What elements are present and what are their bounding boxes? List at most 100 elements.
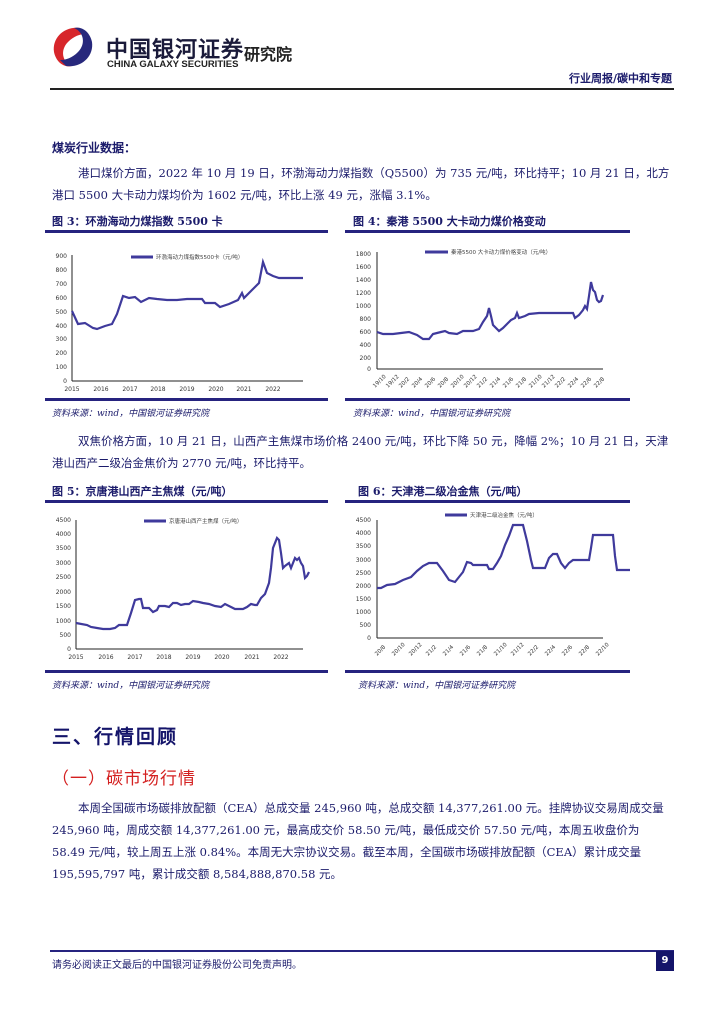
brand-name-cn: 中国银河证券 bbox=[106, 38, 245, 63]
svg-text:22/4: 22/4 bbox=[544, 644, 557, 657]
institute-label: 研究院 bbox=[244, 45, 293, 64]
svg-text:20/8: 20/8 bbox=[374, 644, 387, 657]
svg-text:20/12: 20/12 bbox=[408, 642, 423, 657]
section-heading-market-review: 三、行情回顾 bbox=[52, 726, 179, 748]
svg-text:2016: 2016 bbox=[93, 386, 108, 393]
svg-text:1000: 1000 bbox=[356, 609, 371, 616]
svg-text:1500: 1500 bbox=[356, 596, 371, 603]
svg-text:0: 0 bbox=[63, 378, 67, 385]
report-tag: 行业周报/碳中和专题 bbox=[568, 72, 672, 85]
fig6-bottom-rule bbox=[345, 670, 630, 673]
svg-text:21/6: 21/6 bbox=[459, 644, 472, 657]
svg-text:20/12: 20/12 bbox=[463, 374, 478, 389]
svg-text:22/6: 22/6 bbox=[561, 644, 574, 657]
svg-text:秦港5500 大卡动力煤价格变动（元/吨）: 秦港5500 大卡动力煤价格变动（元/吨） bbox=[451, 248, 551, 256]
svg-text:21/8: 21/8 bbox=[515, 376, 528, 389]
svg-text:4500: 4500 bbox=[356, 517, 371, 524]
svg-text:20/10: 20/10 bbox=[391, 642, 407, 658]
fig5-bottom-rule bbox=[45, 670, 328, 673]
fig6-title: 图 6：天津港二级冶金焦（元/吨） bbox=[358, 485, 528, 498]
coal-paragraph: 港口煤价方面，2022 年 10 月 19 日，环渤海动力煤指数（Q5500）为… bbox=[52, 166, 670, 202]
svg-text:21/6: 21/6 bbox=[502, 376, 515, 389]
svg-text:800: 800 bbox=[56, 267, 68, 274]
disclaimer-text: 请务必阅读正文最后的中国银河证券股份公司免责声明。 bbox=[52, 960, 302, 971]
coal-section-title: 煤炭行业数据： bbox=[52, 141, 137, 155]
fig4-title: 图 4：秦港 5500 大卡动力煤价格变动 bbox=[353, 215, 546, 228]
svg-text:1200: 1200 bbox=[356, 290, 371, 297]
svg-text:4500: 4500 bbox=[56, 517, 71, 524]
svg-text:0: 0 bbox=[367, 366, 371, 373]
svg-text:2017: 2017 bbox=[127, 654, 142, 661]
page-number: 9 bbox=[656, 951, 674, 971]
coke-paragraph: 双焦价格方面，10 月 21 日，山西产主焦煤市场价格 2400 元/吨，环比下… bbox=[52, 434, 669, 470]
svg-text:2020: 2020 bbox=[214, 654, 229, 661]
svg-text:2020: 2020 bbox=[208, 386, 223, 393]
svg-text:20/6: 20/6 bbox=[424, 376, 437, 389]
svg-text:20/8: 20/8 bbox=[437, 376, 450, 389]
fig4-source: 资料来源：wind，中国银河证券研究院 bbox=[353, 409, 511, 419]
svg-text:3500: 3500 bbox=[56, 545, 71, 552]
svg-text:2019: 2019 bbox=[179, 386, 194, 393]
svg-text:2016: 2016 bbox=[98, 654, 113, 661]
svg-text:1800: 1800 bbox=[356, 251, 371, 258]
svg-text:400: 400 bbox=[360, 342, 372, 349]
svg-text:19/12: 19/12 bbox=[385, 374, 400, 389]
svg-text:20/4: 20/4 bbox=[411, 376, 424, 389]
svg-text:600: 600 bbox=[360, 329, 372, 336]
svg-text:300: 300 bbox=[56, 336, 68, 343]
fig3-top-rule bbox=[45, 230, 328, 233]
svg-text:2500: 2500 bbox=[356, 570, 371, 577]
header-divider bbox=[50, 88, 674, 90]
svg-text:京唐港山西产主焦煤（元/吨）: 京唐港山西产主焦煤（元/吨） bbox=[169, 517, 242, 525]
fig3-chart: 900 800 700 600 500 400 300 200 100 0 2015 2016 201… bbox=[56, 253, 303, 393]
fig6-source: 资料来源：wind，中国银河证券研究院 bbox=[358, 681, 516, 691]
svg-text:21/10: 21/10 bbox=[528, 374, 544, 390]
fig3-bottom-rule bbox=[45, 398, 328, 401]
svg-text:19/10: 19/10 bbox=[372, 374, 388, 390]
svg-text:600: 600 bbox=[56, 295, 68, 302]
subsection-heading-carbon-market: （一）碳市场行情 bbox=[52, 769, 196, 789]
svg-text:22/2: 22/2 bbox=[527, 644, 540, 657]
fig4-top-rule bbox=[345, 230, 630, 233]
svg-text:2015: 2015 bbox=[68, 654, 83, 661]
svg-text:3000: 3000 bbox=[356, 557, 371, 564]
svg-text:900: 900 bbox=[56, 253, 68, 260]
svg-text:500: 500 bbox=[56, 309, 68, 316]
fig5-chart: 4500 4000 3500 3000 2500 2000 1500 1000 500 0 201… bbox=[56, 517, 310, 661]
svg-text:21/2: 21/2 bbox=[425, 644, 438, 657]
svg-text:2000: 2000 bbox=[56, 589, 71, 596]
fig5-title: 图 5：京唐港山西产主焦煤（元/吨） bbox=[52, 485, 233, 498]
svg-text:20/10: 20/10 bbox=[450, 374, 466, 390]
svg-text:22/6: 22/6 bbox=[580, 376, 593, 389]
fig6-chart: 4500 4000 3500 3000 2500 2000 1500 1000 500 0 20/… bbox=[356, 511, 630, 658]
svg-text:700: 700 bbox=[56, 281, 68, 288]
svg-text:4000: 4000 bbox=[356, 530, 371, 537]
svg-text:2500: 2500 bbox=[56, 574, 71, 581]
brand-name-en: CHINA GALAXY SECURITIES bbox=[107, 59, 239, 70]
svg-text:2022: 2022 bbox=[265, 386, 280, 393]
svg-text:4000: 4000 bbox=[56, 531, 71, 538]
svg-text:1500: 1500 bbox=[56, 603, 71, 610]
svg-text:2021: 2021 bbox=[244, 654, 259, 661]
fig3-source: 资料来源：wind，中国银河证券研究院 bbox=[52, 409, 210, 419]
svg-text:2015: 2015 bbox=[64, 386, 79, 393]
svg-text:21/10: 21/10 bbox=[493, 642, 509, 658]
logo-icon bbox=[53, 27, 93, 67]
svg-text:2018: 2018 bbox=[150, 386, 165, 393]
carbon-market-paragraph: 本周全国碳市场碳排放配额（CEA）总成交量 245,960 吨，总成交额 14,… bbox=[52, 801, 664, 881]
svg-text:500: 500 bbox=[60, 632, 72, 639]
svg-text:2019: 2019 bbox=[185, 654, 200, 661]
svg-text:22/8: 22/8 bbox=[578, 644, 591, 657]
svg-text:2022: 2022 bbox=[273, 654, 288, 661]
fig6-top-rule bbox=[345, 500, 630, 503]
svg-text:3500: 3500 bbox=[356, 543, 371, 550]
svg-text:2021: 2021 bbox=[236, 386, 251, 393]
svg-text:1000: 1000 bbox=[356, 303, 371, 310]
svg-text:500: 500 bbox=[360, 622, 372, 629]
svg-text:22/8: 22/8 bbox=[593, 376, 606, 389]
svg-text:天津港二级冶金焦（元/吨）: 天津港二级冶金焦（元/吨） bbox=[470, 511, 538, 519]
footer-divider bbox=[50, 950, 674, 952]
svg-text:21/4: 21/4 bbox=[489, 376, 502, 389]
svg-text:1400: 1400 bbox=[356, 277, 371, 284]
